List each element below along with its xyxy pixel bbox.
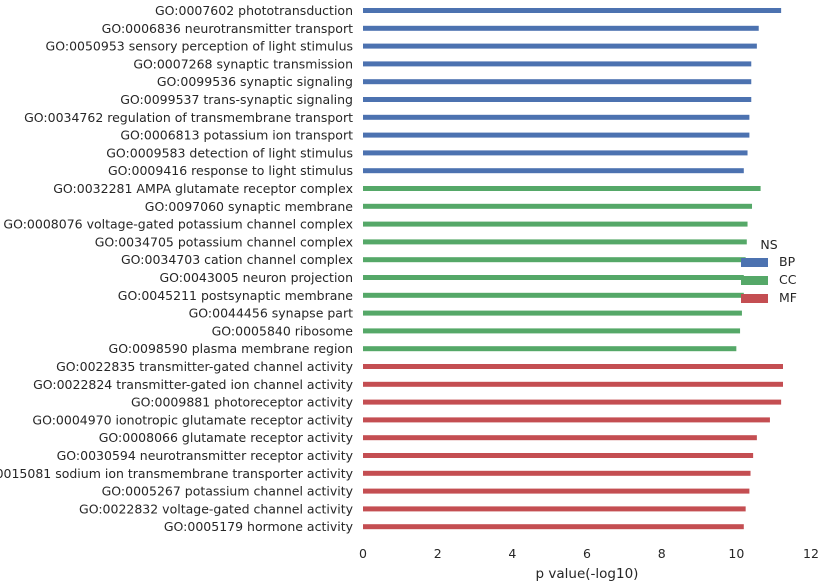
x-tick-label: 0	[359, 546, 367, 561]
bar	[363, 417, 770, 423]
category-label: GO:0005179 hormone activity	[164, 519, 354, 534]
bar	[363, 257, 746, 263]
bar	[363, 8, 782, 13]
bar	[363, 292, 744, 298]
category-label: GO:0004970 ionotropic glutamate receptor…	[32, 412, 353, 427]
bar	[363, 239, 747, 245]
legend-swatch	[741, 294, 768, 303]
bar	[363, 61, 752, 67]
category-label: GO:0006836 neurotransmitter transport	[102, 21, 353, 36]
bar	[363, 381, 783, 387]
legend: NS BP CC MF	[741, 237, 797, 305]
category-label: GO:0006813 potassium ion transport	[120, 128, 353, 143]
bar	[363, 399, 782, 405]
legend-title: NS	[760, 237, 777, 252]
x-axis-ticks: 0 2 4 6 8 10 12	[359, 546, 819, 561]
category-label: GO:0005840 ribosome	[212, 323, 354, 338]
bar	[363, 488, 750, 494]
category-label: GO:0008066 glutamate receptor activity	[99, 430, 354, 445]
category-label: GO:0044456 synapse part	[189, 306, 353, 321]
category-label: GO:0022832 voltage-gated channel activit…	[79, 501, 354, 516]
x-tick-label: 10	[728, 546, 744, 561]
bar	[363, 168, 744, 174]
category-label: GO:0097060 synaptic membrane	[145, 199, 354, 214]
bar	[363, 364, 783, 369]
category-label: GO:0032281 AMPA glutamate receptor compl…	[53, 181, 353, 196]
bar	[363, 79, 752, 85]
bar	[363, 132, 750, 138]
bar	[363, 346, 737, 352]
bar	[363, 150, 748, 156]
legend-label: BP	[779, 254, 796, 269]
bar	[363, 221, 748, 227]
x-tick-label: 6	[583, 546, 591, 561]
category-label: GO:0007268 synaptic transmission	[133, 56, 353, 71]
category-label: GO:0022835 transmitter-gated channel act…	[56, 359, 353, 374]
bar	[363, 524, 744, 530]
category-label: GO:0034762 regulation of transmembrane t…	[24, 110, 353, 125]
bar	[363, 506, 746, 512]
bar	[363, 328, 741, 334]
category-label: GO:0030594 neurotransmitter receptor act…	[57, 448, 354, 463]
legend-label: CC	[779, 272, 797, 287]
category-label: GO:0099536 synaptic signaling	[157, 74, 353, 89]
category-label: GO:0045211 postsynaptic membrane	[118, 288, 354, 303]
legend-swatch	[741, 258, 768, 267]
category-labels: GO:0007602 phototransduction GO:0006836 n…	[0, 3, 354, 534]
bar	[363, 310, 742, 316]
bar	[363, 203, 753, 209]
bar	[363, 453, 754, 458]
bar	[363, 43, 757, 49]
category-label: GO:0005267 potassium channel activity	[102, 484, 354, 499]
legend-label: MF	[779, 290, 797, 305]
bar	[363, 97, 752, 102]
bar	[363, 275, 744, 280]
bars-layer	[363, 8, 783, 530]
category-label: GO:0098590 plasma membrane region	[109, 341, 353, 356]
x-tick-label: 2	[434, 546, 442, 561]
category-label: GO:0009416 response to light stimulus	[108, 163, 353, 178]
category-label: GO:0050953 sensory perception of light s…	[46, 39, 353, 54]
category-label: GO:0015081 sodium ion transmembrane tran…	[0, 466, 354, 481]
x-axis-label: p value(-log10)	[536, 566, 639, 582]
category-label: GO:0034703 cation channel complex	[121, 252, 353, 267]
bar	[363, 25, 759, 31]
category-label: GO:0008076 voltage-gated potassium chann…	[3, 217, 353, 232]
bar	[363, 114, 750, 120]
category-label: GO:0034705 potassium channel complex	[95, 234, 353, 249]
bar	[363, 470, 751, 476]
category-label: GO:0043005 neuron projection	[159, 270, 353, 285]
category-label: GO:0022824 transmitter-gated ion channel…	[33, 377, 354, 392]
x-tick-label: 12	[803, 546, 819, 561]
category-label: GO:0007602 phototransduction	[155, 3, 353, 18]
x-tick-label: 4	[508, 546, 516, 561]
category-label: GO:0009881 photoreceptor activity	[131, 395, 354, 410]
x-tick-label: 8	[658, 546, 666, 561]
bar	[363, 435, 757, 441]
category-label: GO:0009583 detection of light stimulus	[106, 145, 353, 160]
bar	[363, 186, 761, 191]
legend-swatch	[741, 276, 768, 285]
category-label: GO:0099537 trans-synaptic signaling	[120, 92, 353, 107]
